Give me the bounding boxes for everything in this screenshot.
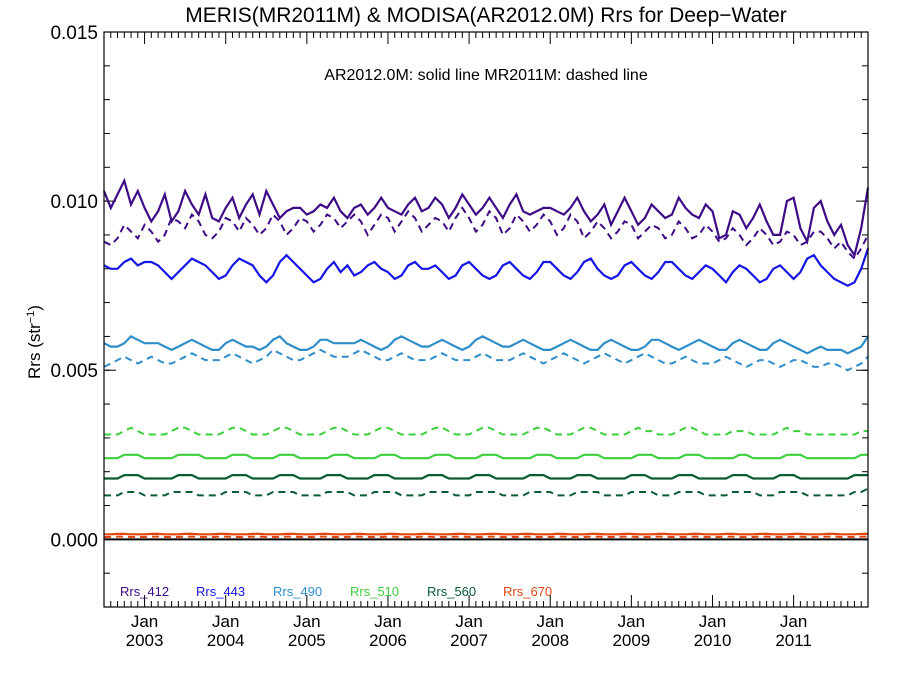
y-axis-label-close: ) [25, 305, 44, 311]
x-tick-label-month: Jan [780, 612, 807, 631]
y-axis-label: Rrs (str−1) [25, 305, 44, 379]
x-tick-label-year: 2008 [531, 631, 569, 650]
series-rrs-443-solid [103, 248, 870, 287]
series-rrs-490-solid [103, 335, 869, 355]
x-tick-label-year: 2004 [207, 631, 245, 650]
legend-item-rrs-670: Rrs_670 [503, 584, 552, 599]
x-tick-label-year: 2009 [612, 631, 650, 650]
legend-item-rrs-443: Rrs_443 [196, 584, 245, 599]
x-tick-label-month: Jan [212, 612, 239, 631]
chart-annotation: AR2012.0M: solid line MR2011M: dashed li… [324, 67, 648, 84]
legend-item-rrs-510: Rrs_510 [350, 584, 399, 599]
y-axis-label-superscript: −1 [25, 311, 37, 324]
series-rrs-490-dashed [103, 348, 869, 372]
y-tick-label: 0.000 [50, 530, 98, 551]
series-rrs-560-dashed [104, 487, 869, 497]
chart-title: MERIS(MR2011M) & MODISA(AR2012.0M) Rrs f… [185, 4, 787, 27]
x-axis: Jan2003Jan2004Jan2005Jan2006Jan2007Jan20… [103, 32, 869, 650]
x-tick-label-year: 2010 [694, 631, 732, 650]
x-tick-label-month: Jan [455, 612, 482, 631]
series-rrs-510-solid [104, 453, 868, 460]
x-tick-label-month: Jan [131, 612, 158, 631]
y-tick-label: 0.015 [50, 23, 98, 44]
y-tick-label: 0.005 [50, 361, 98, 382]
legend-item-rrs-412: Rrs_412 [120, 584, 169, 599]
plot-frame [103, 31, 869, 608]
legend-item-rrs-490: Rrs_490 [273, 584, 322, 599]
series-rrs-510-dashed [104, 426, 868, 436]
series-rrs-412-solid [102, 177, 870, 258]
series-rrs-412-dashed [103, 206, 869, 261]
x-tick-label-month: Jan [618, 612, 645, 631]
x-tick-label-year: 2011 [775, 631, 812, 650]
x-tick-label-month: Jan [374, 612, 401, 631]
x-tick-label-year: 2006 [369, 631, 407, 650]
legend: Rrs_412 Rrs_443 Rrs_490 Rrs_510 Rrs_560 Rrs_6… [120, 584, 552, 599]
y-axis: 0.000 0.005 0.010 0.015 [50, 23, 868, 608]
x-tick-label-year: 2005 [288, 631, 326, 650]
y-axis-label-text: Rrs (str [25, 323, 44, 379]
x-tick-label-month: Jan [699, 612, 726, 631]
y-tick-label: 0.010 [50, 192, 98, 213]
x-tick-label-month: Jan [293, 612, 320, 631]
series-rrs-560-solid [104, 474, 868, 480]
series-layer [102, 177, 870, 541]
x-tick-label-year: 2003 [126, 631, 164, 650]
x-tick-label-year: 2007 [450, 631, 488, 650]
x-tick-label-month: Jan [537, 612, 564, 631]
legend-item-rrs-560: Rrs_560 [427, 584, 476, 599]
